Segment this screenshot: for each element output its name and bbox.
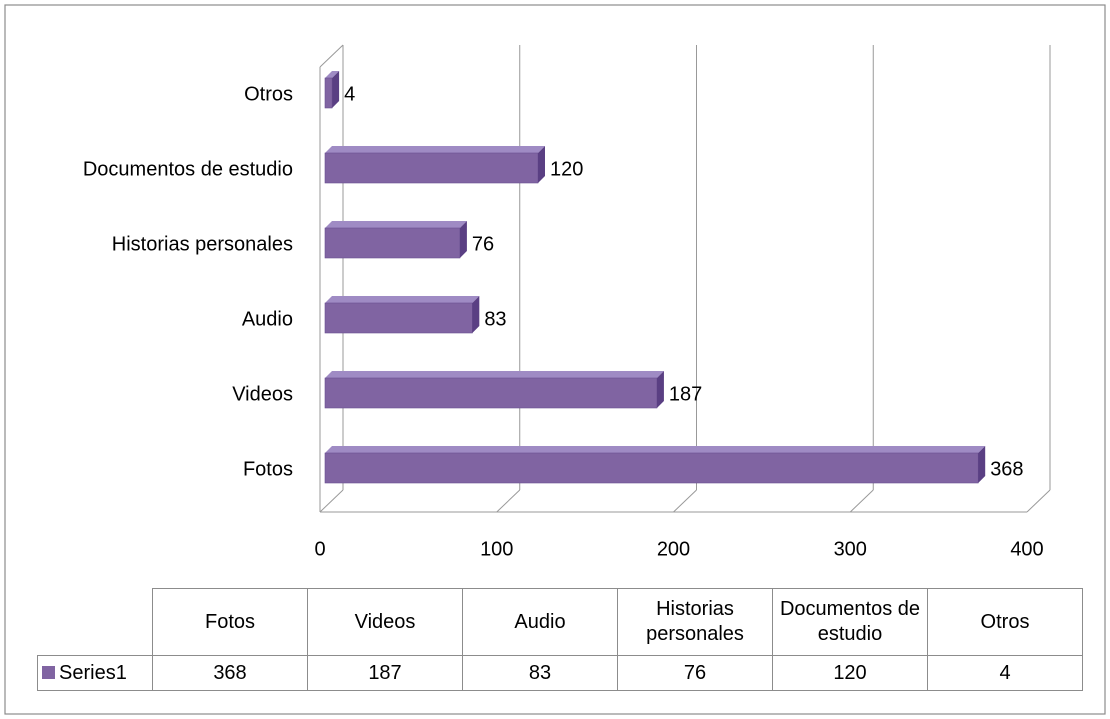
bar-front [324, 77, 333, 109]
chart-border [4, 4, 1106, 715]
data-label: 187 [669, 383, 702, 405]
bar [324, 446, 986, 484]
legend-cell: Series1 [37, 655, 153, 691]
bar-top [325, 146, 545, 153]
table-value: 76 [617, 655, 773, 691]
bar [324, 371, 664, 409]
bar-side [472, 296, 480, 333]
bar-front [324, 152, 539, 184]
data-label: 76 [472, 233, 494, 255]
y-tick-label: Videos [232, 383, 293, 405]
bar-side [332, 71, 340, 108]
x-tick-label: 0 [314, 538, 325, 560]
floor-line [496, 489, 521, 513]
x-tick-label: 200 [657, 538, 690, 560]
bar-side [538, 146, 545, 183]
bar [324, 71, 340, 109]
floor-line [319, 489, 344, 513]
table-value: 187 [307, 655, 463, 691]
floor-line [673, 489, 697, 513]
table-header: Otros [927, 588, 1083, 656]
table-header: Videos [307, 588, 463, 656]
bar-top [325, 446, 986, 453]
data-label: 120 [550, 158, 583, 180]
bar [324, 146, 545, 184]
data-table: Fotos Videos Audio Historias personales Docu… [37, 588, 1083, 691]
bar-side [459, 221, 467, 258]
bar-top [325, 71, 340, 78]
floor-line [1026, 489, 1051, 513]
data-label: 83 [484, 308, 506, 330]
floor-line [849, 489, 874, 513]
bar-top [325, 296, 480, 303]
table-value: 120 [772, 655, 928, 691]
bar-side [978, 446, 986, 483]
bar-front [324, 227, 461, 259]
table-header: Documentos de estudio [772, 588, 928, 656]
bar-front [324, 452, 979, 484]
x-tick-label: 100 [480, 538, 513, 560]
bar-front [324, 377, 658, 409]
table-corner [37, 588, 153, 656]
legend-swatch [42, 665, 55, 679]
data-label: 4 [344, 83, 355, 105]
data-label: 368 [990, 458, 1023, 480]
table-value: 83 [462, 655, 618, 691]
table-header: Fotos [152, 588, 308, 656]
table-header-row: Fotos Videos Audio Historias personales Docu… [37, 588, 1083, 656]
table-header: Audio [462, 588, 618, 656]
bar-side [656, 371, 664, 408]
y-tick-label: Audio [242, 308, 293, 330]
table-header: Historias personales [617, 588, 773, 656]
y-tick-label: Historias personales [112, 233, 293, 255]
y-tick-label: Otros [244, 83, 293, 105]
table-value: 368 [152, 655, 308, 691]
bar-front [324, 302, 473, 334]
y-tick-label: Documentos de estudio [83, 158, 293, 180]
bar-top [325, 221, 467, 228]
bar-top [325, 371, 664, 378]
x-tick-label: 300 [834, 538, 867, 560]
legend-label: Series1 [59, 661, 127, 684]
y-tick-label: Fotos [243, 458, 293, 480]
bar [324, 296, 480, 334]
plot-walls [319, 44, 1027, 513]
bar [324, 221, 467, 259]
x-tick-label: 400 [1010, 538, 1043, 560]
table-row: Series1 368 187 83 76 120 4 [37, 655, 1083, 691]
table-value: 4 [927, 655, 1083, 691]
